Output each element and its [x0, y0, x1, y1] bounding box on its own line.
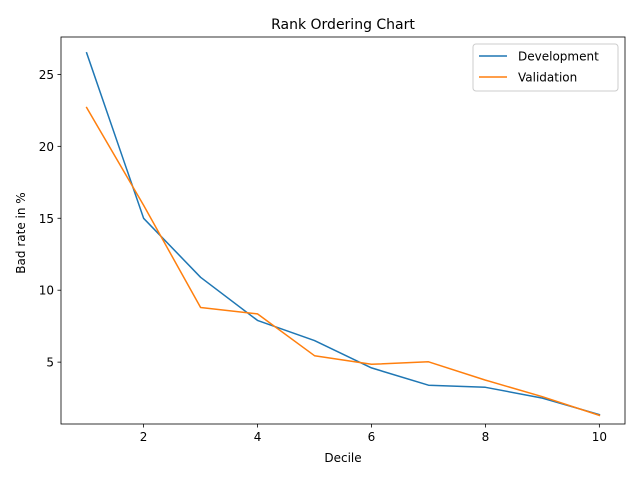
chart-title: Rank Ordering Chart — [271, 17, 415, 33]
legend-box — [472, 43, 619, 92]
y-tick-label: 25 — [39, 68, 54, 82]
x-tick-label: 8 — [482, 430, 490, 444]
x-tick-label: 2 — [140, 430, 148, 444]
y-tick-label: 15 — [39, 212, 54, 226]
x-tick-label: 6 — [368, 430, 376, 444]
y-tick-label: 5 — [46, 356, 54, 370]
y-tick-label: 10 — [39, 284, 54, 298]
legend-label-development: Development — [518, 50, 599, 64]
legend-label-validation: Validation — [518, 71, 577, 85]
x-tick-label: 10 — [592, 430, 607, 444]
plot-frame — [60, 36, 626, 425]
y-tick-label: 20 — [39, 140, 54, 154]
series-line-validation — [85, 106, 601, 417]
plot-lines — [85, 51, 601, 417]
x-axis-ticks: 2 4 6 8 10 — [140, 424, 607, 444]
y-axis-ticks: 5 10 15 20 25 — [39, 68, 61, 370]
series-line-development — [85, 51, 601, 416]
legend: Development Validation — [472, 43, 619, 92]
x-tick-label: 4 — [254, 430, 262, 444]
x-axis-label: Decile — [324, 451, 361, 465]
y-axis-label: Bad rate in % — [14, 192, 28, 273]
